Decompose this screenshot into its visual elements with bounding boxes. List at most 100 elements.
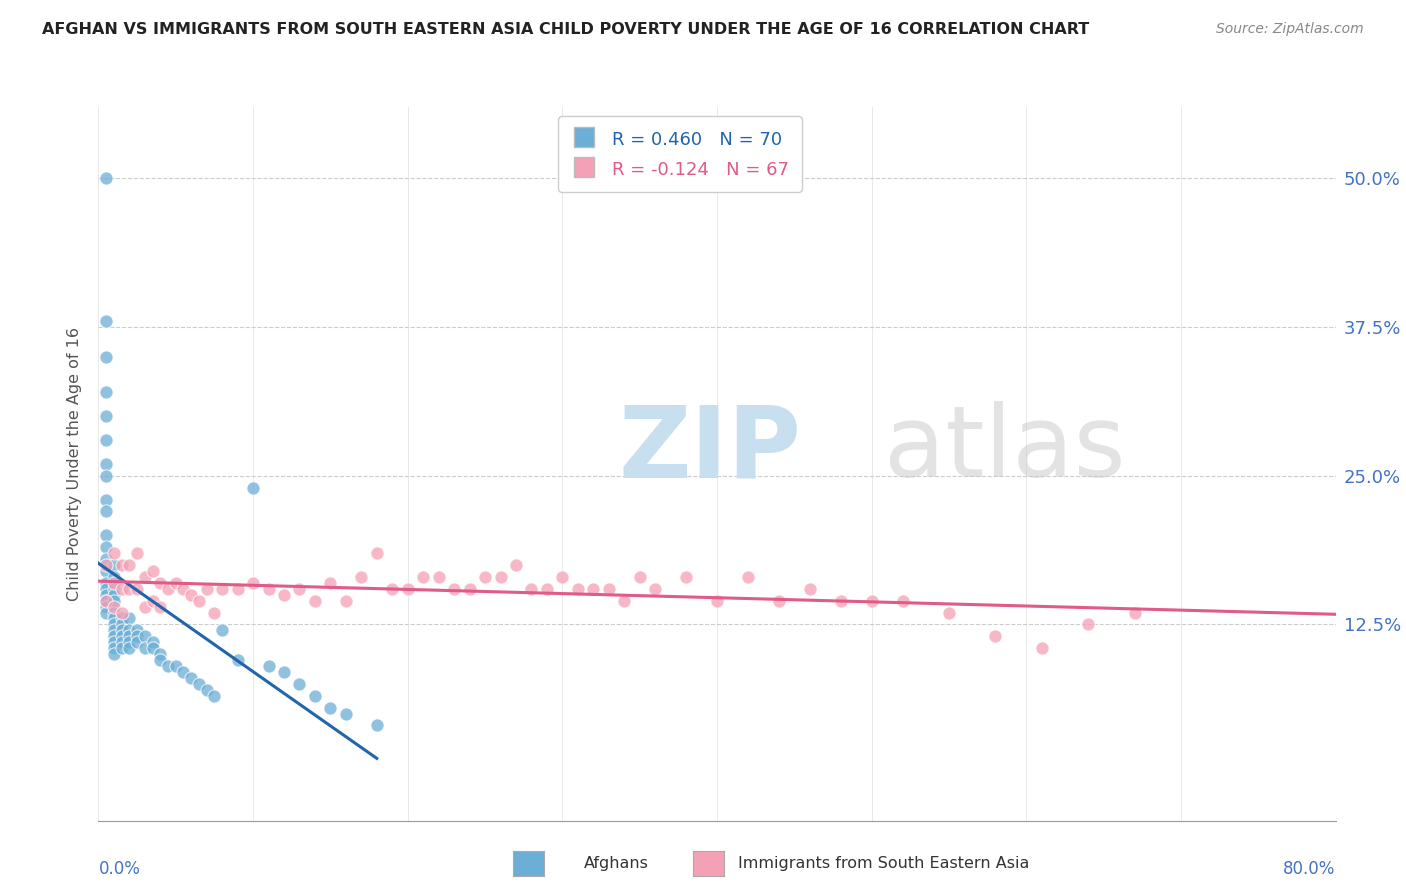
Point xyxy=(273,588,295,602)
Point xyxy=(103,629,125,643)
Point xyxy=(96,593,118,607)
Point xyxy=(427,570,450,584)
Point xyxy=(103,558,125,572)
Point xyxy=(118,611,141,625)
Point xyxy=(111,558,134,572)
Point xyxy=(103,599,125,614)
Point xyxy=(195,682,218,697)
Text: 0.0%: 0.0% xyxy=(98,860,141,878)
Point xyxy=(489,570,512,584)
Point xyxy=(96,564,118,578)
Point xyxy=(304,689,326,703)
Point xyxy=(103,611,125,625)
Text: AFGHAN VS IMMIGRANTS FROM SOUTH EASTERN ASIA CHILD POVERTY UNDER THE AGE OF 16 C: AFGHAN VS IMMIGRANTS FROM SOUTH EASTERN … xyxy=(42,22,1090,37)
Point xyxy=(257,659,280,673)
Point xyxy=(149,599,172,614)
Point xyxy=(127,635,149,649)
Point xyxy=(118,624,141,638)
Point xyxy=(149,575,172,590)
Point xyxy=(458,582,481,596)
Point xyxy=(288,582,311,596)
Point xyxy=(157,659,180,673)
Point xyxy=(134,641,156,656)
Point xyxy=(96,433,118,447)
Point xyxy=(204,689,226,703)
Point xyxy=(242,575,264,590)
Point xyxy=(111,606,134,620)
Point xyxy=(103,588,125,602)
Point xyxy=(96,409,118,424)
Text: 80.0%: 80.0% xyxy=(1284,860,1336,878)
Point xyxy=(111,624,134,638)
Point xyxy=(111,617,134,632)
Point xyxy=(582,582,605,596)
Point xyxy=(381,582,404,596)
Point xyxy=(938,606,960,620)
Point xyxy=(830,593,852,607)
Point xyxy=(118,558,141,572)
Point xyxy=(737,570,759,584)
Point xyxy=(598,582,620,596)
Point xyxy=(118,629,141,643)
Point xyxy=(1077,617,1099,632)
Point xyxy=(204,606,226,620)
Point xyxy=(96,582,118,596)
Point xyxy=(111,641,134,656)
Point xyxy=(103,617,125,632)
Text: Immigrants from South Eastern Asia: Immigrants from South Eastern Asia xyxy=(738,856,1029,871)
Point xyxy=(149,647,172,661)
Point xyxy=(891,593,914,607)
Point xyxy=(396,582,419,596)
Point xyxy=(127,582,149,596)
Point xyxy=(142,593,165,607)
Point xyxy=(211,582,233,596)
Point xyxy=(111,611,134,625)
Point xyxy=(96,599,118,614)
Point xyxy=(103,546,125,560)
Point xyxy=(127,624,149,638)
Point xyxy=(984,629,1007,643)
Point xyxy=(96,588,118,602)
Point xyxy=(142,564,165,578)
Point xyxy=(474,570,496,584)
Point xyxy=(180,671,202,685)
Point xyxy=(103,624,125,638)
Point xyxy=(188,593,211,607)
Point xyxy=(103,582,125,596)
Point xyxy=(157,582,180,596)
Point xyxy=(195,582,218,596)
Point xyxy=(111,582,134,596)
Point xyxy=(142,641,165,656)
Point xyxy=(118,641,141,656)
Point xyxy=(644,582,666,596)
Point xyxy=(551,570,574,584)
Point xyxy=(536,582,558,596)
Point xyxy=(96,171,118,186)
Point xyxy=(173,665,195,679)
Text: Source: ZipAtlas.com: Source: ZipAtlas.com xyxy=(1216,22,1364,37)
Point xyxy=(96,468,118,483)
Point xyxy=(165,575,187,590)
Point xyxy=(860,593,883,607)
Point xyxy=(675,570,697,584)
Point xyxy=(96,314,118,328)
Point xyxy=(505,558,527,572)
Point xyxy=(613,593,636,607)
Point xyxy=(118,635,141,649)
Point xyxy=(96,492,118,507)
Point xyxy=(103,647,125,661)
Point xyxy=(304,593,326,607)
Point xyxy=(149,653,172,667)
Point xyxy=(443,582,465,596)
Point xyxy=(768,593,790,607)
Point xyxy=(335,593,357,607)
Point xyxy=(180,588,202,602)
Point xyxy=(319,700,342,714)
Point xyxy=(188,677,211,691)
Text: atlas: atlas xyxy=(884,401,1126,498)
Point xyxy=(118,582,141,596)
Point xyxy=(127,629,149,643)
Point xyxy=(96,593,118,607)
Point xyxy=(134,629,156,643)
Point xyxy=(335,706,357,721)
